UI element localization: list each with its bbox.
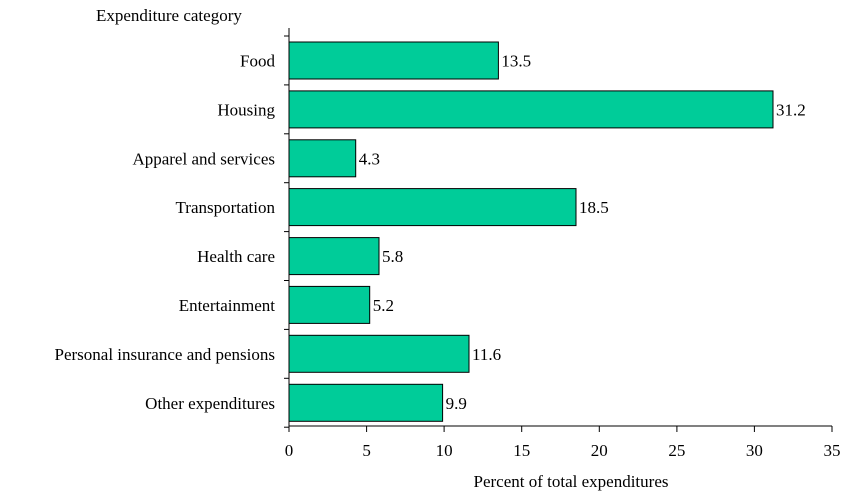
x-tick-label-4: 20: [591, 441, 608, 460]
y-axis-title: Expenditure category: [96, 6, 242, 25]
value-label-6: 11.6: [472, 345, 501, 364]
category-label-4: Health care: [197, 247, 275, 266]
value-label-2: 4.3: [359, 149, 380, 168]
category-label-0: Food: [240, 52, 275, 71]
bar-5: [288, 285, 371, 324]
category-label-3: Transportation: [176, 198, 276, 217]
value-label-4: 5.8: [382, 247, 403, 266]
value-label-1: 31.2: [776, 100, 806, 119]
x-tick-label-2: 10: [436, 441, 453, 460]
x-tick-label-6: 30: [746, 441, 763, 460]
value-label-3: 18.5: [579, 198, 609, 217]
bars-group: Food 13.5 Housing 31.2 Apparel and services 4…: [55, 41, 806, 422]
x-tick-label-3: 15: [513, 441, 530, 460]
x-tick-label-5: 25: [668, 441, 685, 460]
x-axis-title: Percent of total expenditures: [474, 472, 669, 491]
bar-0: [288, 41, 499, 80]
category-label-5: Entertainment: [179, 296, 276, 315]
x-tick-label-1: 5: [362, 441, 371, 460]
bar-3: [288, 188, 577, 227]
category-label-1: Housing: [217, 100, 275, 119]
axes-group: 0 5 10 15 20 25 30 35: [284, 28, 841, 460]
value-label-0: 13.5: [501, 52, 531, 71]
bar-1: [288, 90, 774, 129]
x-tick-label-0: 0: [285, 441, 294, 460]
x-tick-label-7: 35: [824, 441, 841, 460]
category-label-6: Personal insurance and pensions: [55, 345, 275, 364]
category-label-2: Apparel and services: [132, 149, 275, 168]
bar-2: [288, 139, 357, 178]
bar-7: [288, 383, 444, 422]
bar-4: [288, 237, 380, 276]
value-label-7: 9.9: [446, 394, 467, 413]
bar-6: [288, 334, 470, 373]
category-label-7: Other expenditures: [145, 394, 275, 413]
value-label-5: 5.2: [373, 296, 394, 315]
